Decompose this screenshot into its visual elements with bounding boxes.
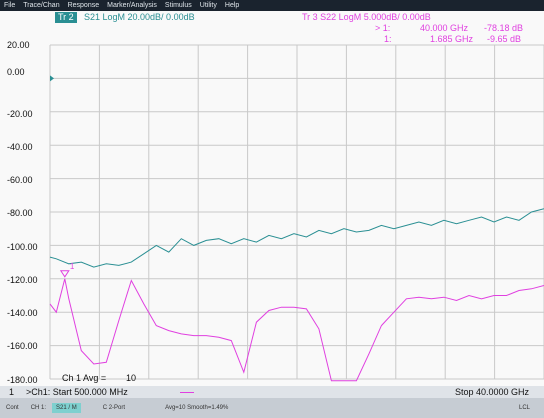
stimulus-stop[interactable]: Stop 40.0000 GHz <box>455 387 530 397</box>
status-avg-smooth: Avg=10 Smooth=1.49% <box>165 405 229 411</box>
channel-number[interactable]: 1 <box>9 387 15 397</box>
series-s22-line <box>49 278 544 382</box>
status-cal: C 2-Port <box>102 405 126 411</box>
menu-utility[interactable]: Utility <box>199 2 217 9</box>
channel-avg-value: 10 <box>126 373 137 383</box>
marker-1-freq: 1.685 GHz <box>430 34 474 44</box>
marker-1-active-freq: 40.000 GHz <box>420 23 469 33</box>
menu-bar: File Trace/Chan Response Marker/Analysis… <box>0 0 544 11</box>
measurement-plot[interactable]: 1 Tr 2 S21 LogM 20.00dB/ 0.00dB Tr 3 S22… <box>0 11 544 398</box>
y-tick-label: -140.00 <box>7 308 38 318</box>
y-tick-label: -40.00 <box>7 142 33 152</box>
status-lcl: LCL <box>518 405 530 411</box>
series-s21-line <box>49 208 544 268</box>
status-trigger: Cont <box>6 405 19 411</box>
status-active-trace: S21 / M <box>52 403 81 413</box>
marker-1-triangle <box>59 270 70 278</box>
trace3-description[interactable]: Tr 3 S22 LogM 5.000dB/ 0.00dB <box>302 12 431 22</box>
menu-trace-chan[interactable]: Trace/Chan <box>23 2 60 9</box>
y-tick-label: -120.00 <box>7 275 38 285</box>
menu-marker-analysis[interactable]: Marker/Analysis <box>107 2 157 9</box>
y-tick-label: 0.00 <box>7 67 25 77</box>
y-tick-label: -60.00 <box>7 175 33 185</box>
marker-1-active-id: > 1: <box>375 23 391 33</box>
chart-svg: 1 <box>49 44 544 382</box>
stimulus-start[interactable]: >Ch1: Start 500.000 MHz <box>26 387 128 397</box>
status-bar: Cont CH 1: S21 / M C 2-Port Avg=10 Smoot… <box>0 398 544 418</box>
y-tick-label: 20.00 <box>7 40 30 50</box>
status-channel: CH 1: <box>30 405 47 411</box>
reference-level-arrow <box>50 75 54 82</box>
y-tick-label: -180.00 <box>7 375 38 385</box>
stimulus-bar: 1 >Ch1: Start 500.000 MHz Stop 40.0000 G… <box>0 386 544 398</box>
channel-avg-label: Ch 1 Avg = <box>62 373 107 383</box>
y-tick-label: -100.00 <box>7 242 38 252</box>
menu-help[interactable]: Help <box>224 2 240 9</box>
y-tick-label: -80.00 <box>7 208 33 218</box>
y-tick-label: -20.00 <box>7 109 33 119</box>
menu-file[interactable]: File <box>4 2 16 9</box>
marker-1-flag: 1 <box>70 262 75 271</box>
trace2-description[interactable]: S21 LogM 20.00dB/ 0.00dB <box>84 12 195 22</box>
menu-response[interactable]: Response <box>67 2 100 9</box>
marker-1-active-value: -78.18 dB <box>484 23 524 33</box>
trace2-tag[interactable]: Tr 2 <box>55 12 77 23</box>
marker-1-value: -9.65 dB <box>487 34 522 44</box>
marker-1-id: 1: <box>384 34 392 44</box>
menu-stimulus[interactable]: Stimulus <box>164 2 192 9</box>
trace-legend-line <box>180 392 194 393</box>
y-tick-label: -160.00 <box>7 341 38 351</box>
